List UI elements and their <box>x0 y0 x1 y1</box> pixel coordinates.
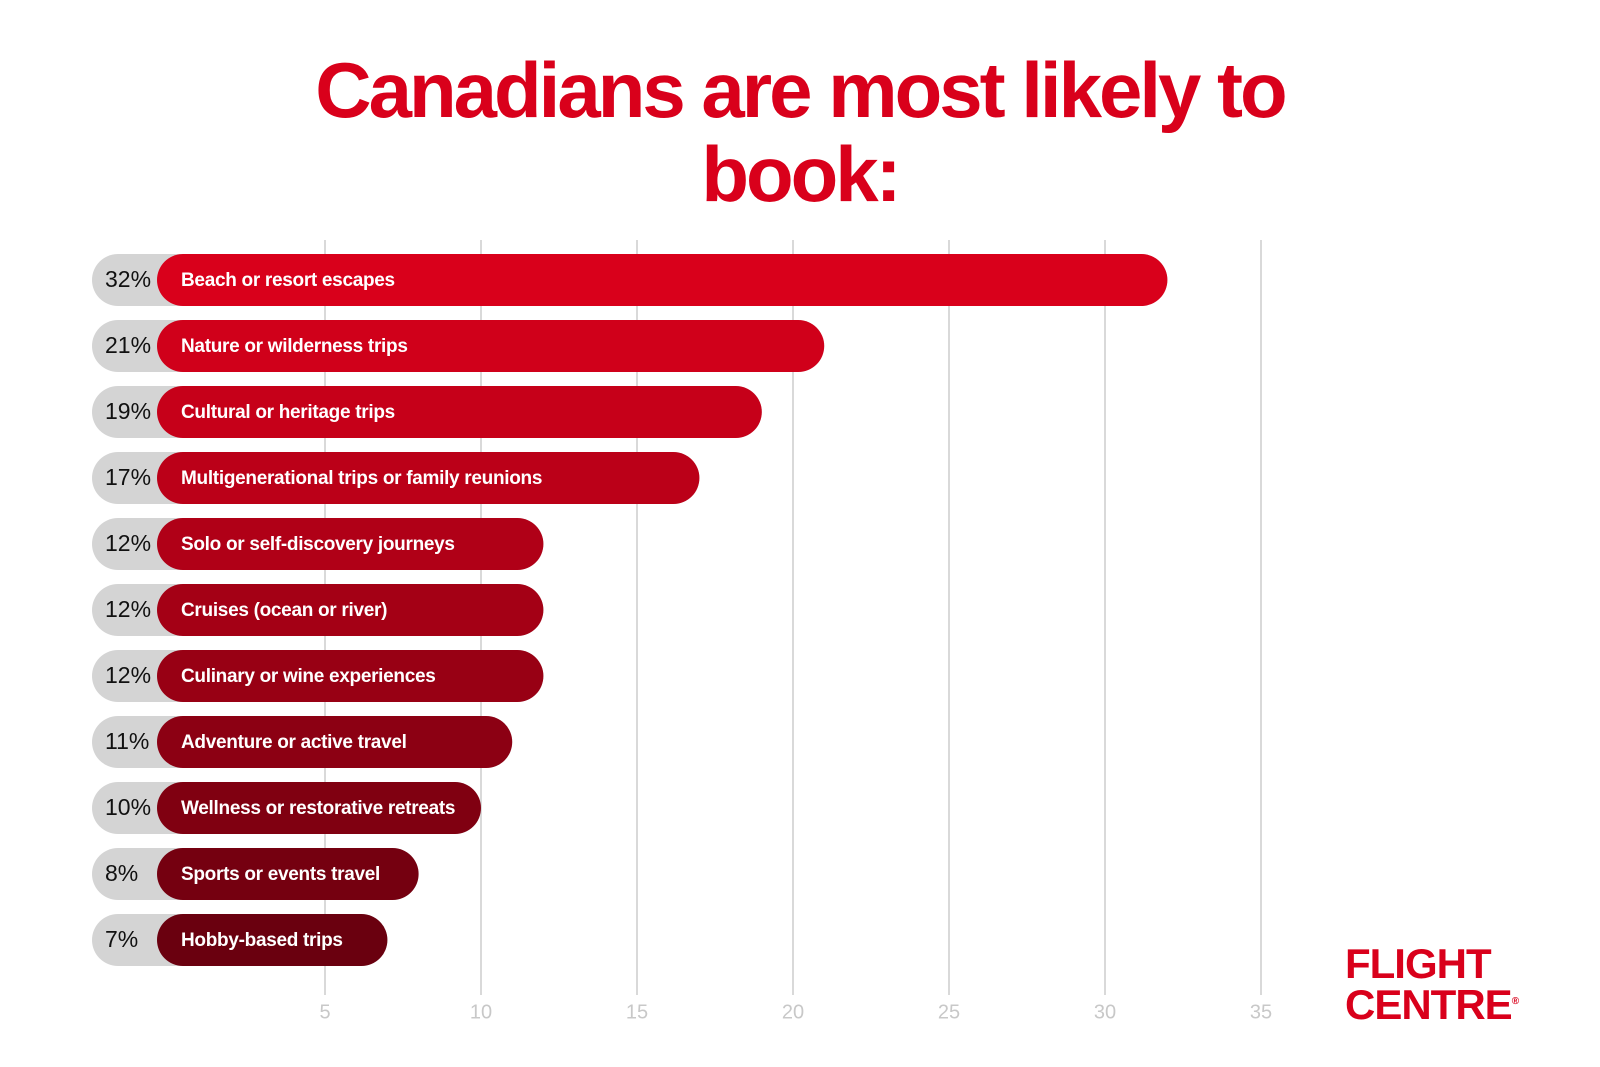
bar-label: Hobby-based trips <box>181 930 343 951</box>
chart-title: Canadians are most likely to book: <box>315 46 1287 218</box>
x-tick-label: 5 <box>319 1001 330 1023</box>
bar <box>157 320 825 372</box>
bar-label: Culinary or wine experiences <box>181 666 436 687</box>
x-tick-label: 15 <box>626 1001 648 1023</box>
bar <box>157 254 1168 306</box>
bar <box>157 848 419 900</box>
bar <box>157 518 544 570</box>
bar <box>157 650 544 702</box>
bar <box>157 386 762 438</box>
logo: FLIGHT CENTRE® <box>1345 940 1520 1026</box>
x-tick-label: 35 <box>1250 1001 1272 1023</box>
bar <box>157 782 481 834</box>
bar-label: Nature or wilderness trips <box>181 336 408 357</box>
bar-label: Cruises (ocean or river) <box>181 600 387 621</box>
bar-label: Multigenerational trips or family reunio… <box>181 468 542 489</box>
bar-label: Wellness or restorative retreats <box>181 798 455 819</box>
logo-mark: ® <box>1511 996 1520 1007</box>
bar-label: Beach or resort escapes <box>181 270 395 291</box>
x-tick-label: 10 <box>470 1001 492 1023</box>
x-tick-label: 25 <box>938 1001 960 1023</box>
value-label: 12% <box>105 530 151 556</box>
logo-line: CENTRE® <box>1345 983 1520 1026</box>
value-label: 21% <box>105 332 151 358</box>
value-label: 19% <box>105 398 151 424</box>
logo-line: FLIGHT <box>1345 940 1492 987</box>
bar <box>157 716 513 768</box>
value-label: 32% <box>105 266 151 292</box>
value-label: 8% <box>105 860 138 886</box>
value-label: 12% <box>105 662 151 688</box>
value-label: 12% <box>105 596 151 622</box>
bar-label: Sports or events travel <box>181 864 380 885</box>
bar <box>157 452 700 504</box>
x-tick-label: 20 <box>782 1001 804 1023</box>
bar <box>157 914 388 966</box>
value-label: 17% <box>105 464 151 490</box>
bar-label: Cultural or heritage trips <box>181 402 395 423</box>
bar-label: Adventure or active travel <box>181 732 407 753</box>
value-label: 7% <box>105 926 138 952</box>
value-label: 10% <box>105 794 151 820</box>
bar-label: Solo or self-discovery journeys <box>181 534 455 555</box>
bar <box>157 584 544 636</box>
value-label: 11% <box>105 728 149 754</box>
logo-text: CENTRE <box>1345 981 1513 1028</box>
x-tick-label: 30 <box>1094 1001 1116 1023</box>
